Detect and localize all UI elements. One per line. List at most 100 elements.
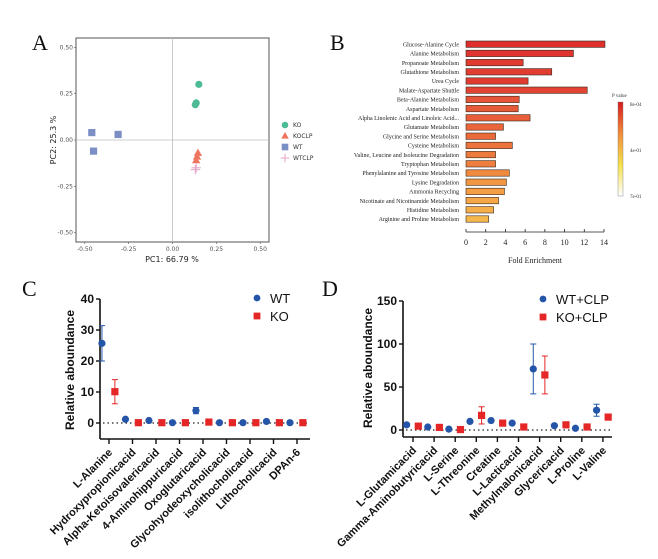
- data-point-ko-clp: [414, 422, 422, 430]
- data-point-wt: [286, 419, 294, 427]
- legend-marker-wt: [253, 294, 261, 302]
- legend-marker-wt-clp: [539, 295, 547, 303]
- pathway-label: Tryptophan Metabolism: [401, 162, 459, 168]
- data-point-ko: [252, 419, 260, 427]
- data-point-ko: [205, 418, 213, 426]
- pca-x-tick-label: 0.25: [210, 246, 224, 253]
- pca-y-tick-label: 0.25: [60, 91, 74, 98]
- data-point-ko: [181, 419, 189, 427]
- colorbar-title: P value: [612, 94, 627, 99]
- pca-x-tick-label: 0.00: [166, 246, 180, 253]
- pca-legend-marker-ko: [281, 121, 289, 129]
- y-tick-label: 0: [87, 416, 94, 430]
- legend-label-wt-clp: WT+CLP: [556, 292, 609, 307]
- legend-marker-ko-clp: [539, 313, 547, 321]
- enrichment-bar: [465, 197, 499, 205]
- data-point-ko-clp: [604, 413, 612, 421]
- data-point-ko: [228, 419, 236, 427]
- enrichment-bar-panel: Glucose-Alanine Cycle Alanine Metabolism P…: [354, 40, 642, 265]
- pathway-label: Glucose-Alanine Cycle: [403, 42, 459, 48]
- pca-y-tick-label: 0.00: [60, 137, 74, 144]
- data-point-ko-clp: [499, 419, 507, 427]
- enrichment-bar: [465, 105, 519, 113]
- enrichment-bar: [465, 68, 553, 76]
- y-tick-label: 40: [81, 292, 95, 306]
- pathway-label: Glycine and Serine Metabolism: [383, 134, 459, 140]
- pathway-label: Cysteine Metabolism: [408, 144, 459, 150]
- pca-point-koclp: [192, 152, 202, 160]
- pathway-label: Valine, Leucine and Isoleucine Degradati…: [354, 153, 459, 159]
- enrichment-bar: [465, 141, 513, 149]
- enrichment-bar: [465, 59, 524, 67]
- colorbar-label: 7e-01: [630, 195, 642, 200]
- enrichment-bars: [465, 40, 606, 223]
- enrichment-bar: [465, 169, 510, 177]
- pathway-label: Beta-Alanine Metabolism: [397, 98, 459, 104]
- enrichment-x-tick-label: 10: [561, 238, 569, 247]
- pca-point-wt: [88, 128, 96, 137]
- pca-point-ko: [195, 80, 203, 88]
- pca-legend-marker-wt: [281, 143, 289, 151]
- data-point-wt-clp: [403, 421, 411, 429]
- legend-label-wt: WT: [270, 291, 290, 306]
- enrichment-bar: [465, 86, 588, 94]
- pca-x-tick-label: -0.50: [77, 246, 93, 253]
- enrichment-bar: [465, 49, 574, 57]
- pathway-label: Malate-Aspartate Shuttle: [399, 88, 459, 94]
- data-point-ko-clp: [520, 423, 528, 431]
- enrichment-x-tick-label: 12: [580, 238, 588, 247]
- data-point-ko-clp: [477, 411, 486, 419]
- abundance-d-plot: 050100150L-GlutamicacidGamma-Aminobutyri…: [335, 292, 612, 550]
- abundance-c-y-axis-label: Relative aboundance: [63, 310, 77, 430]
- pathway-label: Histidine Metabolism: [407, 208, 459, 214]
- enrichment-bar: [465, 77, 529, 85]
- pathway-label: Phenylalanine and Tyrosine Metabolism: [362, 171, 459, 177]
- pca-legend: KO KOCLP WT WTCLP: [280, 121, 314, 163]
- pca-y-axis-label: PC2: 25.3 %: [49, 115, 58, 164]
- abundance-d-y-axis-label: Relative aboundance: [361, 308, 375, 428]
- pathway-label: Aspartate Metabolism: [406, 107, 459, 113]
- panel-letter-c: C: [22, 276, 37, 301]
- data-point-wt: [239, 419, 247, 427]
- pca-y-tick-label: 0.50: [60, 44, 74, 51]
- abundance-panel-c: 010203040L-AlanineHydroxypropionicacidAl…: [48, 291, 310, 551]
- colorbar-label: 8e-04: [630, 103, 642, 108]
- pca-legend-marker-koclp: [281, 132, 289, 139]
- enrichment-x-tick-label: 8: [543, 238, 547, 247]
- enrichment-bar: [465, 114, 531, 122]
- enrichment-bar: [465, 160, 496, 168]
- data-point-wt: [192, 407, 200, 415]
- pathway-labels: Glucose-Alanine Cycle Alanine Metabolism P…: [354, 42, 460, 223]
- data-point-wt: [98, 339, 106, 347]
- enrichment-x-axis: 0 2 4 6 8 10 12 14: [464, 229, 608, 247]
- enrichment-bar: [465, 178, 507, 186]
- y-tick-label: 50: [384, 380, 398, 394]
- data-point-ko: [158, 419, 166, 427]
- enrichment-x-tick-label: 6: [523, 238, 527, 247]
- data-point-ko: [134, 419, 142, 427]
- pca-scatter-panel: -0.50 -0.25 0.00 0.25 0.50 0.50 0.25 0.00 -0.25 -…: [49, 37, 314, 264]
- data-point-wt-clp: [424, 423, 432, 431]
- abundance-c-plot: 010203040L-AlanineHydroxypropionicacidAl…: [48, 291, 310, 551]
- y-tick-label: 150: [377, 294, 397, 308]
- colorbar-gradient-bar: [617, 101, 624, 197]
- legend-label-ko-clp: KO+CLP: [556, 310, 608, 325]
- data-point-wt-clp: [529, 365, 537, 373]
- enrichment-bar: [465, 95, 520, 103]
- pca-legend-marker-wtclp: [280, 153, 290, 163]
- pca-point-wtclp: [190, 164, 200, 175]
- y-tick-label: 20: [81, 354, 95, 368]
- abundance-panel-d: 050100150L-GlutamicacidGamma-Aminobutyri…: [335, 292, 612, 550]
- enrichment-x-tick-label: 14: [600, 238, 608, 247]
- data-point-wt: [215, 419, 224, 427]
- pca-point-koclp: [192, 156, 201, 164]
- data-point-ko-clp: [562, 421, 570, 429]
- pca-legend-label-wtclp: WTCLP: [293, 155, 314, 162]
- category-label: Gamma-Aminobutyricacid: [335, 445, 440, 550]
- legend-marker-ko: [253, 312, 261, 320]
- enrichment-bar: [465, 151, 496, 159]
- enrichment-bar: [465, 206, 494, 214]
- y-tick-label: 0: [390, 423, 397, 437]
